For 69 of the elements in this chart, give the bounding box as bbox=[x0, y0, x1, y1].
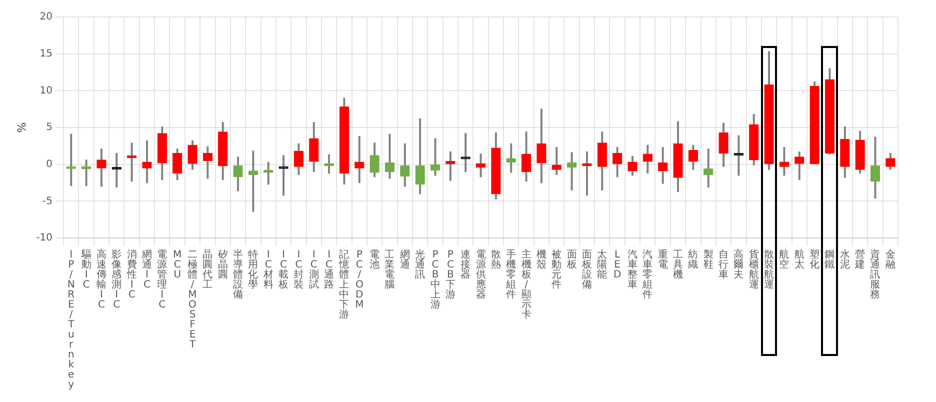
x-tick-label: 金融 bbox=[885, 248, 896, 271]
x-tick-label: 晶圓代工 bbox=[202, 250, 213, 291]
candlestick bbox=[66, 134, 76, 186]
x-tick-label: 散裝航運 bbox=[764, 250, 774, 291]
x-tick-label: IC通路 bbox=[324, 250, 334, 291]
x-tick-label: 影像感測IC bbox=[112, 248, 122, 311]
x-tick-label: LED bbox=[613, 250, 622, 281]
y-axis-title: % bbox=[15, 122, 28, 133]
candlestick bbox=[460, 133, 470, 172]
y-tick-label: 0 bbox=[46, 158, 53, 170]
x-tick-label: 被動元件 bbox=[552, 248, 562, 291]
x-tick-label: 半導體設備 bbox=[233, 248, 244, 301]
x-tick-label: 網通IC bbox=[140, 250, 152, 291]
y-tick-label: -10 bbox=[36, 232, 53, 244]
x-tick-label: 面板 bbox=[566, 250, 577, 271]
category-label: IP/NRE/Turnkey bbox=[67, 250, 75, 391]
x-tick-label: 電源管理IC bbox=[157, 250, 168, 311]
x-tick-label: 網通 bbox=[398, 250, 410, 271]
x-tick-label: 自行車 bbox=[718, 248, 729, 281]
x-tick-label: 紡織 bbox=[687, 248, 698, 271]
candlestick bbox=[248, 150, 258, 212]
x-tick-label: PCB下游 bbox=[445, 250, 456, 301]
x-tick-label: 航空 bbox=[779, 248, 790, 271]
x-tick-label: 營建 bbox=[854, 248, 866, 271]
x-tick-label: 面板設備 bbox=[580, 250, 592, 291]
x-tick-label: MCU bbox=[173, 250, 182, 281]
x-tick-label: 記憶體上中下游 bbox=[338, 248, 350, 321]
x-tick-label: 主機板/顯示卡 bbox=[520, 248, 532, 321]
candlestick bbox=[278, 155, 288, 196]
x-tick-label: IC測試 bbox=[308, 250, 319, 291]
y-tick-label: -5 bbox=[42, 196, 53, 207]
x-tick-label: 高爾夫 bbox=[734, 248, 744, 281]
x-tick-label: 手機零組件 bbox=[505, 248, 516, 301]
x-tick-label: 貨櫃航運 bbox=[748, 248, 759, 291]
x-tick-label: 資通訊服務 bbox=[870, 248, 880, 301]
x-tick-label: 製鞋 bbox=[703, 248, 714, 271]
x-tick-label: PC/ODM bbox=[355, 250, 364, 311]
x-tick-label: IC載板 bbox=[278, 250, 289, 291]
candlestick bbox=[81, 160, 92, 186]
x-tick-label: 重電 bbox=[658, 248, 668, 271]
y-tick-label: 15 bbox=[40, 48, 53, 60]
x-tick-label: 汽車整車 bbox=[627, 248, 638, 291]
x-tick-label: 特用化學 bbox=[248, 248, 258, 291]
x-tick-label: 汽車零組件 bbox=[642, 248, 653, 301]
x-tick-label: 航太 bbox=[794, 248, 804, 271]
x-tick-label: 鋼鐵 bbox=[824, 250, 835, 271]
x-tick-label: 連接器 bbox=[460, 248, 471, 281]
x-tick-label: 消費性IC bbox=[126, 248, 137, 301]
x-tick-label: IC材料 bbox=[262, 250, 274, 291]
y-tick-label: 20 bbox=[40, 12, 53, 23]
x-tick-label: 工具機 bbox=[673, 250, 684, 281]
x-tick-label: 散熱 bbox=[490, 250, 501, 271]
y-tick-label: 10 bbox=[40, 85, 53, 96]
x-tick-label: 太陽能 bbox=[597, 248, 608, 281]
x-tick-label: 光通訊 bbox=[415, 248, 426, 281]
x-tick-label: 電池 bbox=[370, 250, 380, 271]
y-tick-label: 5 bbox=[46, 122, 53, 134]
x-tick-label: PCB中上游 bbox=[430, 250, 440, 311]
category-label: 二極體/MOSFET bbox=[187, 250, 198, 351]
x-tick-label: 水泥 bbox=[840, 248, 850, 271]
x-tick-label: 高速傳輸IC bbox=[96, 248, 106, 311]
x-tick-label: 機殼 bbox=[536, 248, 546, 271]
x-tick-label: 塑化 bbox=[810, 248, 820, 271]
x-tick-label: 驅動IC bbox=[80, 250, 92, 291]
x-tick-label: 矽晶圓 bbox=[216, 250, 228, 281]
candlestick bbox=[446, 151, 456, 181]
x-tick-label: 工業電腦 bbox=[384, 250, 395, 291]
x-tick-label: 電源供應器 bbox=[476, 250, 486, 301]
x-tick-label: IC封裝 bbox=[294, 250, 304, 291]
